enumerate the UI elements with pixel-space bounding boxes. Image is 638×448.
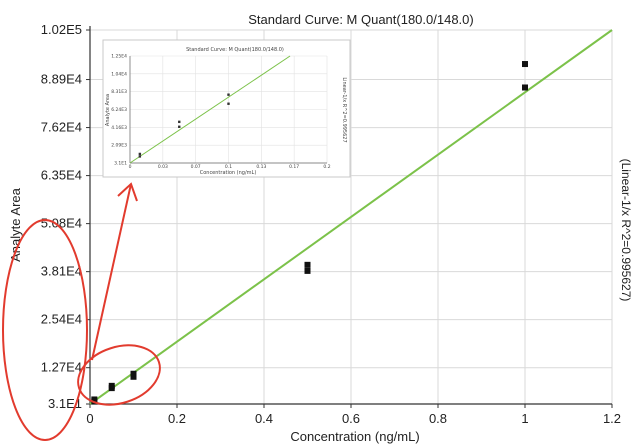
inset-data-point [178,125,181,128]
inset-x-tick-label: 0.13 [256,164,266,170]
data-point [522,61,528,68]
inset-regression-label: Linear-1/x R^2=0.995627 [341,77,347,142]
inset-data-point [138,152,142,156]
inset-x-tick-label: 0.07 [191,164,201,170]
inset-x-tick-label: 0.17 [289,164,299,170]
inset-data-point [178,120,181,124]
y-tick-label: 8.89E4 [41,72,82,87]
inset-x-axis-label: Concentration (ng/mL) [200,170,257,176]
regression-label: (Linear-1/x R^2=0.995627) [619,159,633,302]
fit-line [89,29,613,405]
x-tick-label: 0.6 [342,411,360,426]
annotation-circle-low-points [77,344,161,406]
x-axis-ticks: 0 0.2 0.4 0.6 0.8 1 1.2 [86,404,621,426]
y-tick-label: 1.02E5 [41,22,82,37]
x-tick-label: 1 [521,411,528,426]
inset-y-tick-label: 8.31E3 [111,89,127,95]
data-point [108,382,115,389]
annotation-circle-y-axis [2,219,88,441]
y-tick-label: 5.08E4 [41,216,82,231]
x-tick-label: 0.4 [255,411,273,426]
x-axis-label: Concentration (ng/mL) [290,429,419,444]
inset-data-points [138,93,230,158]
inset-x-tick-label: 0.2 [323,164,330,170]
y-tick-label: 7.62E4 [41,120,82,135]
x-tick-label: 0 [86,411,93,426]
annotation-arrow-line [91,183,132,361]
y-tick-label: 1.27E4 [41,360,82,375]
inset-y-axis-label: Analyte Area [105,94,111,126]
y-axis-ticks: 3.1E1 1.27E4 2.54E4 3.81E4 5.08E4 6.35E4 7.62E… [41,22,90,411]
inset-y-ticks: 3.1E1 2.09E3 4.16E3 6.24E3 8.31E3 1.04E4 1.25E… [111,54,127,167]
inset-data-point [227,102,230,105]
inset-frame [102,39,351,178]
inset-fit-line [129,55,291,164]
data-point [91,396,98,403]
y-tick-label: 3.81E4 [41,264,82,279]
x-tick-label: 0.8 [429,411,447,426]
x-tick-label: 0.2 [168,411,186,426]
y-tick-label: 6.35E4 [41,168,82,183]
data-point [130,370,137,377]
inset-data-point [227,93,230,96]
inset-y-tick-label: 3.1E1 [114,161,127,167]
inset-y-tick-label: 1.25E4 [111,54,127,60]
fit-line-group [89,29,613,405]
inset-data-point [138,155,142,158]
inset-grid [129,55,328,164]
data-point [304,267,311,274]
chart-title: Standard Curve: M Quant(180.0/148.0) [248,12,473,27]
annotations [2,182,161,441]
inset-y-tick-label: 1.04E4 [111,71,127,77]
annotation-arrow-head [117,182,138,202]
inset-y-tick-label: 6.24E3 [111,107,127,113]
inset-x-tick-label: 0 [129,164,132,170]
inset-fit-line-group [129,55,291,164]
data-point [130,373,137,380]
inset-chart: Standard Curve: M Quant(180.0/148.0) 3.1… [102,39,351,178]
inset-x-tick-label: 0.1 [225,164,232,170]
y-tick-label: 2.54E4 [41,312,82,327]
inset-title: Standard Curve: M Quant(180.0/148.0) [186,47,284,53]
x-tick-label: 1.2 [603,411,621,426]
data-point [304,261,311,268]
inset-y-tick-label: 2.09E3 [111,143,127,149]
inset-y-tick-label: 4.16E3 [111,125,127,131]
inset-x-tick-label: 0.03 [158,164,168,170]
data-point [522,84,528,91]
y-tick-label: 3.1E1 [48,396,82,411]
inset-x-ticks: 0 0.03 0.07 0.1 0.13 0.17 0.2 [129,164,331,170]
